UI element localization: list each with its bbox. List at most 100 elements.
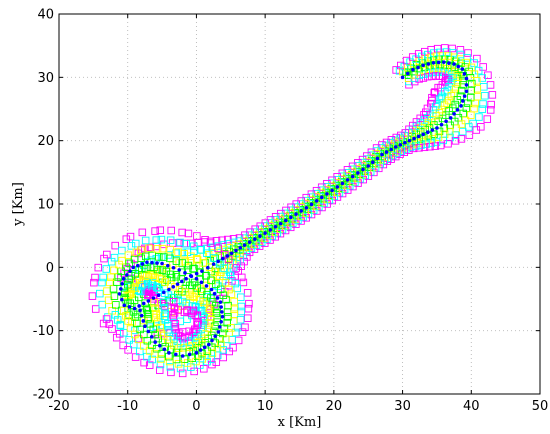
track-point [220, 256, 225, 261]
track-point [157, 343, 162, 348]
track-point [340, 181, 345, 186]
scatter-marker [168, 293, 177, 302]
scatter-marker [472, 126, 481, 134]
scatter-marker [110, 266, 118, 275]
track-point [294, 212, 298, 216]
scatter-marker [216, 259, 224, 268]
track-point [138, 308, 142, 313]
track-point [309, 202, 314, 207]
track-point [452, 62, 456, 66]
scatter-marker [437, 94, 445, 102]
scatter-marker [98, 278, 106, 287]
track-point [400, 75, 405, 80]
track-point [120, 297, 124, 302]
track-point [289, 215, 293, 220]
scatter-marker [131, 313, 140, 321]
scatter-marker [145, 361, 154, 369]
scatter-marker [145, 244, 153, 253]
scatter-marker [190, 242, 198, 251]
scatter-marker [126, 232, 135, 241]
scatter-marker [119, 341, 127, 350]
scatter-marker [124, 251, 133, 259]
scatter-marker [207, 276, 215, 285]
track-point [425, 130, 430, 135]
scatter-marker [140, 358, 148, 367]
scatter-marker [113, 278, 121, 286]
scatter-marker [103, 250, 111, 259]
scatter-marker [199, 259, 207, 267]
track-point [151, 296, 156, 300]
scatter-marker [174, 360, 183, 368]
scatter-marker [166, 363, 175, 371]
scatter-marker [244, 304, 253, 313]
scatter-marker [150, 273, 159, 281]
scatter-marker [215, 272, 224, 281]
scatter-marker [465, 123, 473, 131]
scatter-marker [470, 59, 478, 67]
scatter-marker [475, 113, 483, 121]
scatter-marker [391, 136, 400, 145]
scatter-marker [441, 44, 449, 52]
track-point [141, 319, 146, 323]
track-point [213, 334, 218, 338]
scatter-marker [212, 237, 221, 245]
scatter-marker [208, 243, 217, 252]
track-point [183, 271, 187, 275]
scatter-marker [456, 46, 465, 54]
track-point [119, 287, 123, 291]
x-tick-label: 10 [257, 399, 274, 414]
scatter-marker [124, 317, 132, 325]
track-point [180, 354, 185, 358]
scatter-marker [126, 289, 134, 298]
scatter-marker [166, 280, 175, 289]
track-point [171, 265, 176, 270]
scatter-marker [153, 265, 162, 274]
track-point [350, 174, 355, 179]
track-point [416, 65, 420, 70]
scatter-marker [416, 123, 425, 132]
scatter-marker [155, 366, 164, 374]
scatter-marker [158, 244, 167, 253]
scatter-marker [421, 121, 429, 129]
scatter-marker [164, 291, 173, 299]
x-tick-label: -10 [117, 399, 138, 414]
track-point [253, 237, 257, 241]
track-point [194, 271, 199, 276]
scatter-marker [122, 235, 131, 243]
scatter-marker [473, 54, 481, 63]
scatter-marker [219, 346, 227, 354]
scatter-marker [188, 281, 196, 289]
scatter-marker [201, 259, 210, 267]
scatter-marker [478, 74, 487, 82]
scatter-marker [166, 245, 174, 254]
scatter-marker [144, 310, 152, 318]
track-point [405, 71, 410, 76]
scatter-marker [236, 315, 245, 324]
track-point [447, 61, 451, 65]
scatter-marker [473, 77, 481, 85]
scatter-marker [428, 72, 436, 81]
scatter-marker [131, 239, 140, 248]
scatter-marker [237, 307, 245, 316]
scatter-marker [137, 246, 145, 254]
scatter-marker [144, 314, 152, 323]
scatter-marker [152, 309, 160, 318]
track-point [153, 340, 157, 344]
scatter-marker [471, 99, 479, 108]
track-point [442, 60, 446, 64]
y-tick-label: 0 [46, 261, 54, 276]
scatter-marker [202, 272, 210, 280]
track-point [122, 303, 127, 308]
scatter-marker [214, 244, 222, 253]
scatter-marker [230, 310, 239, 318]
track-point [117, 292, 122, 296]
track-point [330, 188, 334, 193]
track-point [314, 199, 319, 203]
scatter-marker [161, 278, 169, 286]
scatter-marker [219, 353, 227, 362]
scatter-marker [234, 323, 242, 332]
y-tick-label: -20 [33, 388, 54, 403]
scatter-marker [170, 303, 178, 312]
scatter-marker [176, 317, 185, 326]
scatter-marker [182, 240, 190, 248]
